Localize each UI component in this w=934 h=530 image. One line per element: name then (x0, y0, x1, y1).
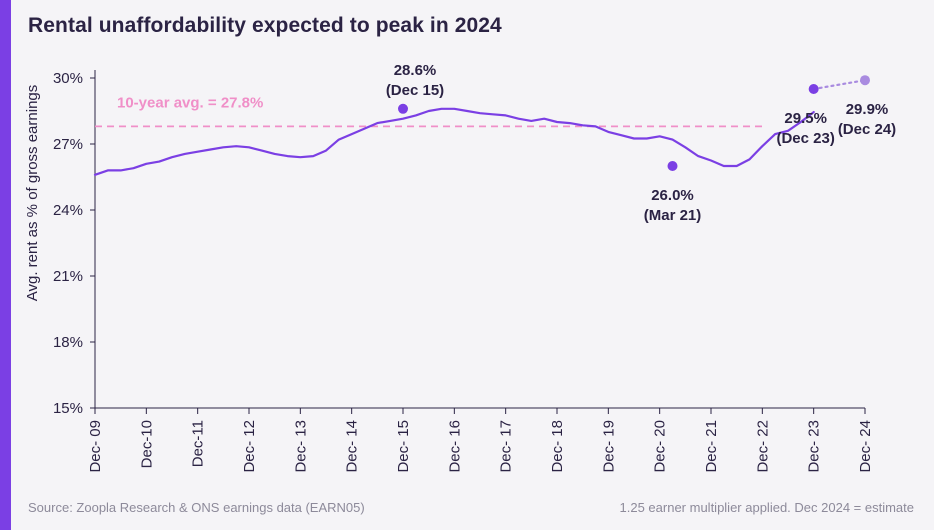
estimate-series-line (812, 79, 867, 91)
y-axis-label: Avg. rent as % of gross earnings (24, 85, 41, 302)
rent-affordability-line (93, 107, 815, 176)
x-tick-label: Dec- 17 (498, 420, 515, 473)
chart-title: Rental unaffordability expected to peak … (28, 14, 502, 37)
annotation-value: 29.9% (846, 101, 889, 118)
average-line-group: 10-year avg. = 27.8% (95, 94, 765, 128)
y-tick-label: 30% (53, 70, 83, 87)
annotation-point (808, 84, 819, 94)
x-tick-label: Dec- 13 (292, 420, 309, 473)
annotation-date: (Dec 24) (838, 121, 896, 138)
annotation-date: (Dec 23) (776, 130, 834, 147)
x-tick-label: Dec- 12 (241, 420, 258, 473)
y-tick-label: 21% (53, 268, 83, 285)
annotation-point (398, 103, 408, 114)
annotation-date: (Mar 21) (644, 207, 702, 224)
y-tick-label: 15% (53, 400, 83, 417)
x-tick-label: Dec- 14 (344, 420, 361, 473)
annotations-group: 28.6% (Dec 15) 26.0% (Mar 21) 29.5% (Dec 23) 2… (386, 62, 896, 224)
accent-bar (0, 0, 11, 530)
annotation-point (667, 161, 678, 171)
x-tick-label: Dec- 09 (87, 420, 104, 473)
x-tick-label: Dec- 18 (549, 420, 566, 473)
x-tick-label: Dec- 24 (857, 420, 874, 473)
annotation-value: 26.0% (651, 187, 694, 204)
average-label: 10-year avg. = 27.8% (117, 94, 263, 111)
x-tick-label: Dec- 22 (754, 420, 771, 473)
x-tick-label: Dec-10 (138, 420, 155, 468)
annotation-point (860, 75, 870, 86)
source-note: Source: Zoopla Research & ONS earnings d… (28, 500, 365, 515)
series-group (93, 79, 867, 176)
annotation-value: 29.5% (784, 110, 827, 127)
axes: 15% 18% 21% 24% 27% 30% Avg. rent as % of gros… (24, 70, 874, 473)
x-tick-label: Dec- 15 (395, 420, 412, 473)
y-tick-label: 18% (53, 334, 83, 351)
x-tick-label: Dec- 16 (446, 420, 463, 473)
x-tick-label: Dec- 20 (652, 420, 669, 473)
annotation-value: 28.6% (394, 62, 437, 79)
x-tick-label: Dec- 19 (600, 420, 617, 473)
y-tick-label: 24% (53, 202, 83, 219)
annotation-date: (Dec 15) (386, 82, 444, 99)
x-tick-label: Dec- 23 (806, 420, 823, 473)
x-tick-label: Dec-11 (190, 420, 207, 467)
x-tick-label: Dec- 21 (703, 420, 720, 473)
estimate-note: 1.25 earner multiplier applied. Dec 2024… (619, 500, 914, 515)
y-tick-label: 27% (53, 136, 83, 153)
